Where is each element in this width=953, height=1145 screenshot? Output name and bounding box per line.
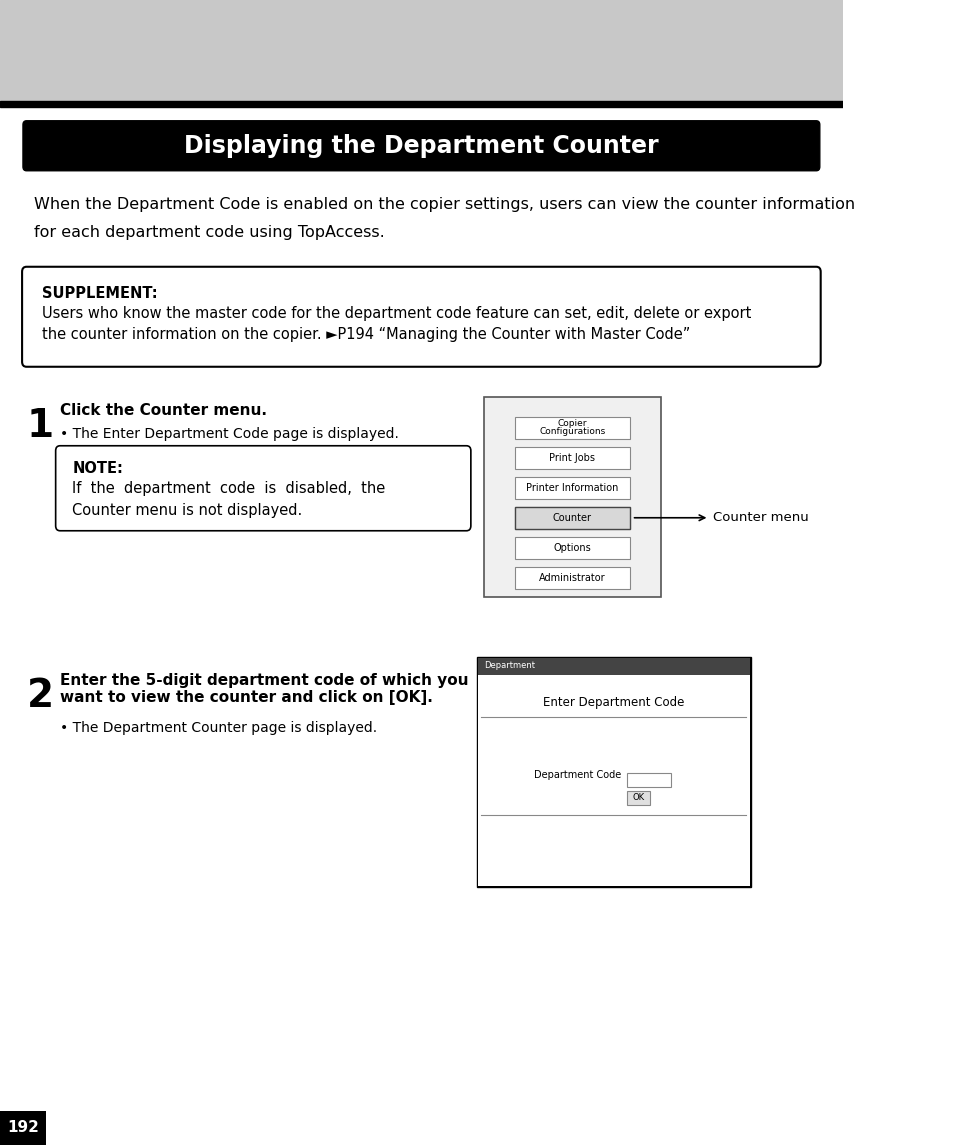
Bar: [515, 476, 629, 499]
Text: SUPPLEMENT:: SUPPLEMENT:: [42, 286, 158, 301]
Bar: [477, 674, 749, 886]
Text: Counter menu: Counter menu: [712, 512, 808, 524]
Bar: [0, 101, 841, 106]
Bar: [626, 773, 671, 787]
Text: 2: 2: [27, 677, 53, 714]
Text: Printer Information: Printer Information: [526, 483, 618, 492]
Text: Counter: Counter: [553, 513, 591, 523]
Text: Enter Department Code: Enter Department Code: [542, 696, 684, 709]
Bar: [515, 507, 629, 529]
Text: • The Department Counter page is displayed.: • The Department Counter page is display…: [60, 720, 376, 735]
Text: Copier: Copier: [558, 419, 587, 428]
Bar: [515, 507, 629, 529]
Text: • The Enter Department Code page is displayed.: • The Enter Department Code page is disp…: [60, 427, 398, 441]
Text: Enter the 5-digit department code of which you
want to view the counter and clic: Enter the 5-digit department code of whi…: [60, 673, 468, 705]
Text: Users who know the master code for the department code feature can set, edit, de: Users who know the master code for the d…: [42, 306, 751, 341]
Bar: [477, 657, 749, 674]
Text: NOTE:: NOTE:: [72, 460, 123, 476]
Text: Administrator: Administrator: [538, 572, 605, 583]
FancyBboxPatch shape: [22, 267, 820, 366]
Bar: [626, 791, 650, 805]
Text: 192: 192: [7, 1121, 39, 1136]
Bar: [0, 1111, 46, 1145]
Bar: [0, 0, 841, 101]
Text: Options: Options: [553, 543, 591, 553]
Text: Department: Department: [483, 662, 535, 670]
Bar: [515, 447, 629, 468]
Text: If  the  department  code  is  disabled,  the
Counter menu is not displayed.: If the department code is disabled, the …: [72, 481, 385, 518]
Bar: [483, 397, 660, 597]
Text: Displaying the Department Counter: Displaying the Department Counter: [184, 134, 658, 158]
Text: for each department code using TopAccess.: for each department code using TopAccess…: [33, 224, 384, 239]
Text: Print Jobs: Print Jobs: [549, 452, 595, 463]
Text: Click the Counter menu.: Click the Counter menu.: [60, 403, 267, 418]
Bar: [515, 417, 629, 439]
Text: 1: 1: [27, 406, 53, 444]
Text: Configurations: Configurations: [538, 427, 605, 436]
Text: OK: OK: [632, 793, 644, 803]
Bar: [515, 567, 629, 589]
FancyBboxPatch shape: [55, 445, 471, 531]
FancyBboxPatch shape: [23, 120, 819, 171]
Text: When the Department Code is enabled on the copier settings, users can view the c: When the Department Code is enabled on t…: [33, 197, 854, 212]
Bar: [476, 657, 750, 886]
Bar: [515, 537, 629, 559]
Text: Department Code: Department Code: [534, 769, 621, 780]
